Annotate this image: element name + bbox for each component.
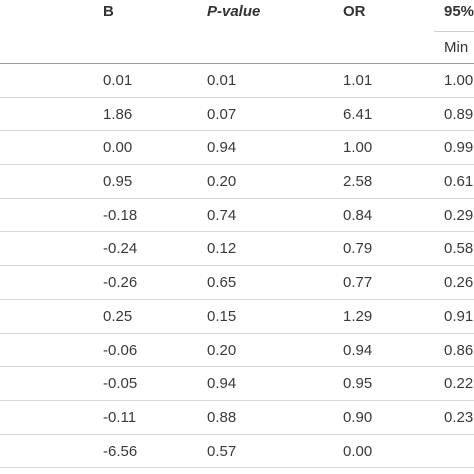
cell-ci-min: 0.26	[444, 274, 474, 292]
table-row: -0.18 0.74 0.84 0.29	[0, 199, 474, 233]
cell-or: 1.00	[343, 139, 373, 157]
header-ci: 95%	[444, 3, 474, 20]
cell-ci-min: 0.29	[444, 206, 474, 224]
table-row: -0.06 0.20 0.94 0.86	[0, 334, 474, 368]
cell-or: 0.84	[343, 206, 373, 224]
cell-p-value: 0.01	[207, 72, 237, 89]
header-ci-min: Min	[444, 39, 469, 56]
cell-ci-min: 0.61	[444, 173, 474, 191]
cell-or: 0.79	[343, 240, 373, 258]
cell-or: 0.00	[343, 442, 373, 460]
cell-or: 1.01	[343, 72, 373, 89]
cell-b: -0.11	[103, 408, 137, 426]
cell-b: -0.05	[103, 375, 138, 393]
table-row: 0.25 0.15 1.29 0.91	[0, 300, 474, 334]
table-row: -0.05 0.94 0.95 0.22	[0, 367, 474, 401]
cell-b: 1.86	[103, 105, 133, 123]
table-row: -0.26 0.65 0.77 0.26	[0, 266, 474, 300]
cell-p-value: 0.20	[207, 341, 237, 359]
header-or: OR	[343, 3, 366, 20]
cell-or: 0.77	[343, 274, 373, 292]
cell-b: 0.01	[103, 72, 133, 89]
cell-b: 0.00	[103, 139, 133, 157]
header-bottom-rule	[0, 63, 474, 64]
cell-or: 1.29	[343, 307, 373, 325]
cell-or: 0.90	[343, 408, 373, 426]
cell-or: 0.94	[343, 341, 373, 359]
cell-p-value: 0.74	[207, 206, 237, 224]
table-row: -6.56 0.57 0.00	[0, 435, 474, 469]
cell-b: -6.56	[103, 442, 138, 460]
cell-p-value: 0.94	[207, 375, 237, 393]
header-p-value: P-value	[207, 3, 261, 20]
cell-b: -0.18	[103, 206, 138, 224]
cell-ci-min: 0.91	[444, 307, 474, 325]
cell-ci-min: 0.89	[444, 105, 474, 123]
cell-b: 0.25	[103, 307, 133, 325]
table-row: 0.01 0.01 1.01 1.00	[0, 64, 474, 98]
cell-p-value: 0.12	[207, 240, 237, 258]
table-row: 1.86 0.07 6.41 0.89	[0, 98, 474, 132]
cell-ci-min: 0.86	[444, 341, 474, 359]
cell-p-value: 0.88	[207, 408, 237, 426]
table-body: 0.01 0.01 1.01 1.00 1.86 0.07 6.41 0.89 0.00 0.94…	[0, 64, 474, 469]
cell-or: 6.41	[343, 105, 373, 123]
table-row: -0.11 0.88 0.90 0.23	[0, 401, 474, 435]
cell-ci-min: 0.23	[444, 408, 474, 426]
cell-b: -0.24	[103, 240, 138, 258]
ci-header-rule	[434, 31, 474, 32]
cell-b: -0.26	[103, 274, 138, 292]
header-b: B	[103, 3, 114, 20]
table-row: 0.95 0.20 2.58 0.61	[0, 165, 474, 199]
cell-b: 0.95	[103, 173, 133, 191]
cell-p-value: 0.57	[207, 442, 237, 460]
cell-b: -0.06	[103, 341, 138, 359]
table-row: 0.00 0.94 1.00 0.99	[0, 131, 474, 166]
cell-p-value: 0.65	[207, 274, 237, 292]
cell-or: 2.58	[343, 173, 373, 191]
cell-p-value: 0.20	[207, 173, 237, 191]
cell-ci-min: 0.22	[444, 375, 474, 393]
cell-p-value: 0.94	[207, 139, 237, 157]
cell-ci-min: 0.58	[444, 240, 474, 258]
table-row: -0.24 0.12 0.79 0.58	[0, 232, 474, 267]
cell-p-value: 0.15	[207, 307, 237, 325]
cell-or: 0.95	[343, 375, 373, 393]
cell-p-value: 0.07	[207, 105, 237, 123]
cell-ci-min: 1.00	[444, 72, 474, 89]
cell-ci-min: 0.99	[444, 139, 474, 157]
